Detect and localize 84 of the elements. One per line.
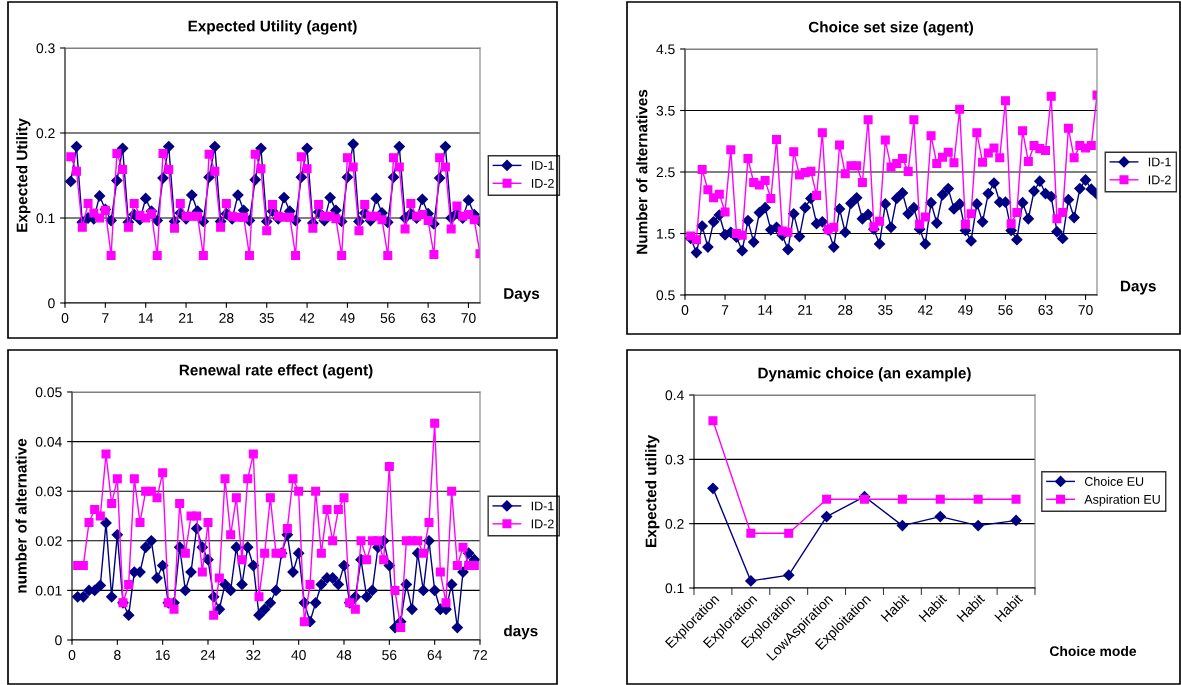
y-tick-label: 0.1 (36, 213, 55, 224)
y-tick-label: 0.1 (665, 583, 684, 594)
x-tick-label: 63 (421, 313, 436, 323)
y-tick-label: 0.01 (35, 585, 62, 596)
x-tick-label: 16 (156, 650, 170, 660)
point (746, 528, 756, 538)
x-tick-label: 0 (68, 650, 76, 660)
x-tick-label: 49 (340, 313, 355, 323)
point (897, 494, 907, 504)
x-tick-label: 28 (838, 305, 853, 315)
x-tick-label: 14 (139, 313, 154, 323)
point (1010, 514, 1022, 527)
x-axis-title: Choice mode (1049, 645, 1137, 657)
x-tick-label: 56 (998, 305, 1013, 315)
y-tick-label: 0.2 (36, 128, 55, 139)
chart-title: Dynamic choice (an example) (758, 367, 971, 382)
y-tick-label: 3.5 (656, 105, 675, 116)
x-tick-label: 21 (179, 313, 194, 323)
y-tick-label: 0.02 (35, 536, 62, 546)
y-tick-label: 2.5 (656, 167, 675, 178)
y-tick-label: 1.5 (657, 228, 675, 239)
x-tick-label: 0 (61, 313, 69, 323)
legend-label: ID-2 (531, 519, 554, 529)
legend-label: ID-1 (531, 161, 554, 170)
point (708, 416, 718, 426)
x-tick-label: 70 (461, 313, 476, 323)
x-axis-title: Days (1120, 280, 1156, 295)
x-tick-label: 64 (427, 650, 442, 660)
y-tick-label: 0.05 (35, 387, 62, 398)
x-tick-label: 35 (259, 313, 274, 323)
point (821, 510, 833, 523)
x-tick-label: 35 (878, 305, 893, 315)
x-axis-title: days (504, 625, 538, 640)
point (745, 575, 757, 587)
y-tick-label: 4.5 (656, 44, 675, 55)
y-tick-label: 0.3 (36, 43, 55, 54)
y-tick-label: 0.04 (35, 436, 62, 447)
y-tick-label: 0.4 (665, 390, 684, 401)
y-axis-title: Expected utility (645, 435, 660, 547)
point (972, 519, 984, 532)
x-tick-label: 14 (758, 305, 773, 315)
x-tick-label: 63 (1038, 305, 1053, 315)
x-tick-label: 70 (1078, 305, 1093, 315)
y-axis-title: number of alternative (15, 438, 27, 593)
point (783, 569, 795, 581)
x-tick-label: 40 (291, 650, 306, 660)
legend-label: ID-1 (531, 501, 554, 511)
point (896, 519, 908, 532)
point (1011, 494, 1021, 504)
x-tick-label: 56 (380, 313, 395, 323)
x-tick-label: 28 (219, 313, 234, 323)
legend-label: ID-2 (531, 178, 554, 188)
x-tick-label: 42 (917, 305, 933, 315)
x-tick-label: 8 (114, 650, 121, 660)
x-tick-label: 48 (336, 650, 352, 660)
y-axis-title: Expected Utility (16, 118, 31, 232)
chart-title: Renewal rate effect (agent) (179, 364, 373, 379)
point (973, 494, 983, 504)
y-tick-label: 0.3 (665, 454, 684, 465)
chart-title: Expected Utility (agent) (188, 20, 357, 35)
y-tick-label: 0.2 (665, 519, 684, 529)
legend-label: ID-2 (1148, 175, 1171, 185)
x-tick-label: 7 (721, 305, 729, 315)
x-tick-label: 72 (472, 650, 488, 660)
point (935, 494, 945, 504)
point (822, 494, 832, 504)
y-tick-label: 0.5 (656, 290, 675, 301)
point (707, 482, 719, 494)
point (934, 510, 946, 523)
x-tick-label: 56 (382, 650, 397, 660)
x-tick-label: 49 (957, 305, 973, 315)
x-tick-label: 32 (246, 650, 261, 660)
legend-label: Choice EU (1084, 476, 1144, 486)
x-tick-label: 21 (798, 305, 813, 315)
x-tick-label: 24 (200, 650, 216, 660)
chart-title: Choice set size (agent) (808, 21, 974, 36)
point (784, 528, 794, 538)
y-axis-title: Number of alternatives (636, 89, 648, 254)
y-tick-label: 0.03 (35, 486, 62, 497)
x-tick-label: 42 (299, 313, 315, 323)
x-tick-label: 7 (102, 313, 109, 323)
legend-label: ID-1 (1148, 157, 1171, 167)
x-axis-title: Days (504, 288, 540, 302)
legend-label: Aspiration EU (1084, 494, 1160, 507)
